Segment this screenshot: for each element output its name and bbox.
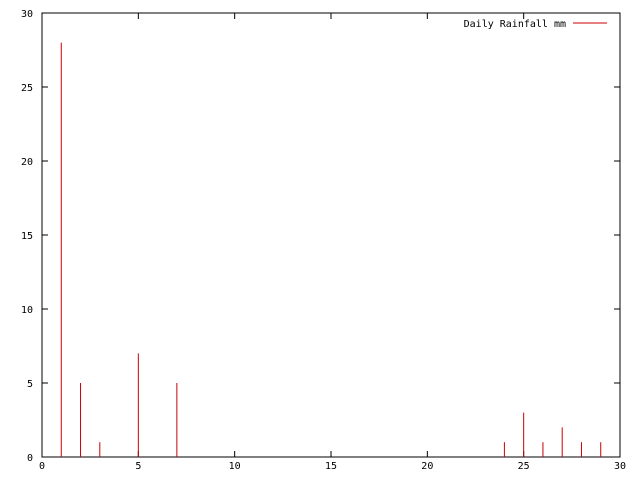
x-tick-label: 30 [614, 461, 626, 472]
impulse-series [60, 42, 602, 457]
y-tick-label: 10 [21, 305, 33, 316]
x-tick-label: 10 [229, 461, 241, 472]
y-tick-label: 15 [21, 231, 33, 242]
y-tick-label: 25 [21, 83, 33, 94]
x-tick-label: 0 [39, 461, 45, 472]
y-axis: 0 5 10 15 20 25 30 [21, 9, 620, 464]
legend: Daily Rainfall mm [464, 19, 607, 30]
plot-frame [41, 12, 621, 458]
legend-label: Daily Rainfall mm [464, 19, 566, 30]
x-tick-label: 5 [135, 461, 141, 472]
x-tick-label: 20 [421, 461, 433, 472]
y-tick-label: 20 [21, 157, 33, 168]
x-axis: 0 5 10 15 20 25 30 [39, 13, 626, 472]
y-tick-label: 5 [27, 379, 33, 390]
y-tick-label: 30 [21, 9, 33, 20]
x-tick-label: 15 [325, 461, 337, 472]
y-tick-label: 0 [27, 453, 33, 464]
x-tick-label: 25 [518, 461, 530, 472]
